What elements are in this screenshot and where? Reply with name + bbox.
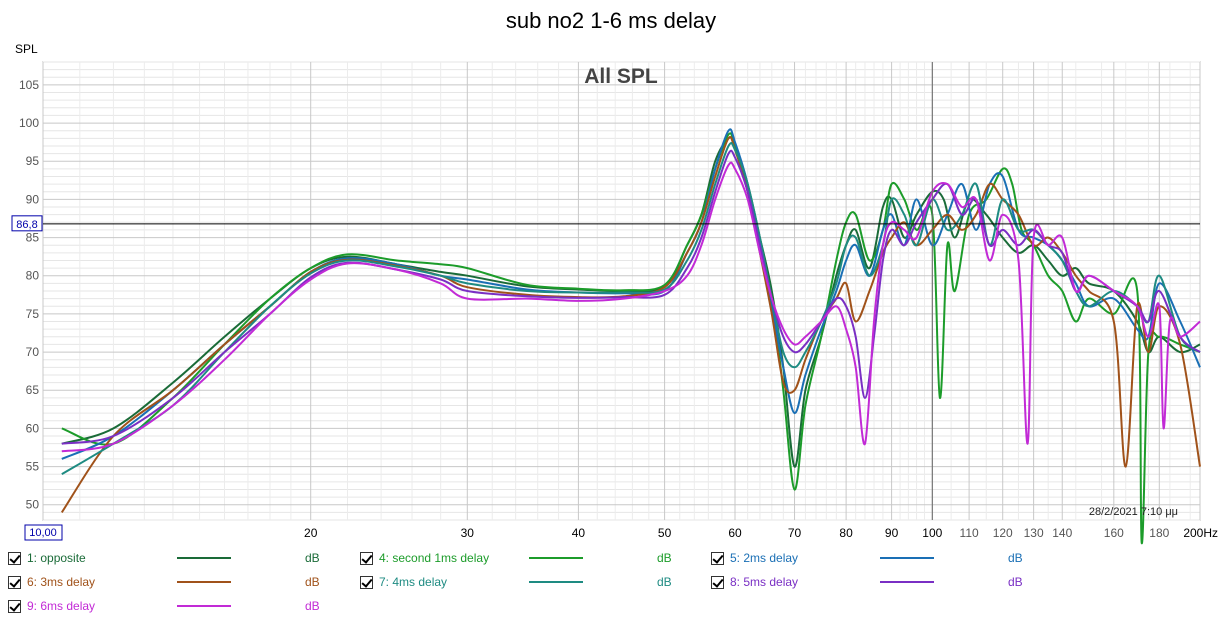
x-start-readout: 10,00 [24, 524, 63, 541]
series-line-2 [61, 132, 1201, 544]
timestamp: 28/2/2021 7:10 μμ [1089, 506, 1178, 518]
legend-item[interactable]: 5: 2ms delay dB [711, 548, 1028, 568]
legend-checkbox[interactable] [360, 575, 373, 589]
legend-swatch [177, 605, 231, 607]
svg-text:10,00: 10,00 [29, 527, 57, 539]
x-tick-label: 110 [960, 526, 979, 540]
y-tick-label: 80 [26, 269, 40, 283]
x-tick-label: 90 [885, 526, 899, 540]
series-line-5 [61, 141, 1201, 476]
legend-item[interactable]: 4: second 1ms delay dB [360, 548, 677, 568]
x-tick-label: 100 [922, 526, 942, 540]
legend-checkbox[interactable] [711, 575, 724, 589]
x-tick-labels: 20 30 40 50 60 70 80 90 100 110 120 130 140 160 180 200… [304, 526, 1218, 540]
x-tick-label: 20 [304, 526, 318, 540]
y-tick-label: 50 [26, 498, 40, 512]
series-line-6 [61, 149, 1201, 445]
x-tick-label: 60 [728, 526, 742, 540]
legend-swatch [177, 557, 231, 559]
x-tick-label: 70 [788, 526, 802, 540]
x-tick-label: 120 [993, 526, 1013, 540]
legend-label: 1: opposite [27, 551, 86, 565]
x-tick-label: 200Hz [1183, 526, 1218, 540]
legend-checkbox[interactable] [8, 575, 21, 589]
legend-label: 4: second 1ms delay [379, 551, 490, 565]
legend-swatch [177, 581, 231, 583]
x-tick-label: 180 [1149, 526, 1169, 540]
y-tick-label: 75 [26, 307, 40, 321]
y-tick-label: 60 [26, 421, 40, 435]
legend-checkbox[interactable] [711, 551, 724, 565]
legend-unit: dB [657, 551, 672, 565]
legend-label: 6: 3ms delay [27, 575, 96, 589]
x-tick-label: 160 [1104, 526, 1124, 540]
minor-grid [43, 61, 1200, 521]
legend-swatch [880, 557, 934, 559]
series-lines [60, 128, 1201, 544]
legend: 1: opposite dB 4: second 1ms delay dB 5: 2ms… [0, 548, 1222, 618]
legend-label: 5: 2ms delay [730, 551, 799, 565]
legend-label: 8: 5ms delay [730, 575, 799, 589]
legend-unit: dB [305, 551, 320, 565]
legend-checkbox[interactable] [8, 599, 21, 613]
svg-text:86,8: 86,8 [16, 219, 37, 231]
inner-title: All SPL [584, 65, 658, 88]
x-tick-label: 50 [658, 526, 672, 540]
legend-unit: dB [1008, 551, 1023, 565]
y-tick-labels: 50 55 60 65 70 75 80 85 90 95 100 105 [19, 78, 39, 512]
x-tick-label: 140 [1052, 526, 1072, 540]
y-tick-label: 90 [26, 192, 40, 206]
legend-label: 9: 6ms delay [27, 599, 96, 613]
series-line-7 [61, 161, 1201, 453]
y-tick-label: 65 [26, 383, 40, 397]
y-tick-label: 105 [19, 78, 39, 92]
legend-item[interactable]: 8: 5ms delay dB [711, 572, 1028, 592]
chart-title: sub no2 1-6 ms delay [505, 8, 717, 33]
y-tick-label: 70 [26, 345, 40, 359]
legend-unit: dB [1008, 575, 1023, 589]
legend-swatch [880, 581, 934, 583]
y-tick-label: 95 [26, 154, 40, 168]
legend-unit: dB [657, 575, 672, 589]
x-tick-label: 40 [572, 526, 586, 540]
legend-swatch [529, 557, 583, 559]
spl-chart[interactable]: SPL 50 55 60 65 70 75 80 85 90 95 100 105 20 30 40 50 6… [0, 0, 1222, 548]
x-tick-label: 30 [461, 526, 475, 540]
legend-unit: dB [305, 575, 320, 589]
legend-unit: dB [305, 599, 320, 613]
y-tick-label: 85 [26, 231, 40, 245]
legend-item[interactable]: 1: opposite dB [8, 548, 325, 568]
legend-item[interactable]: 7: 4ms delay dB [360, 572, 677, 592]
x-tick-label: 130 [1024, 526, 1044, 540]
legend-checkbox[interactable] [8, 551, 21, 565]
y-tick-label: 100 [19, 116, 39, 130]
y-axis-label: SPL [15, 42, 38, 56]
legend-swatch [529, 581, 583, 583]
legend-item[interactable]: 9: 6ms delay dB [8, 596, 325, 616]
x-tick-label: 80 [839, 526, 853, 540]
y-tick-label: 55 [26, 460, 40, 474]
legend-checkbox[interactable] [360, 551, 373, 565]
legend-label: 7: 4ms delay [379, 575, 448, 589]
cursor-y-readout: 86,8 [11, 215, 43, 232]
legend-item[interactable]: 6: 3ms delay dB [8, 572, 325, 592]
